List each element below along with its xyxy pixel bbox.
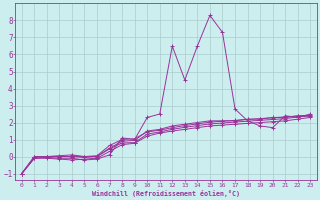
X-axis label: Windchill (Refroidissement éolien,°C): Windchill (Refroidissement éolien,°C) (92, 190, 240, 197)
